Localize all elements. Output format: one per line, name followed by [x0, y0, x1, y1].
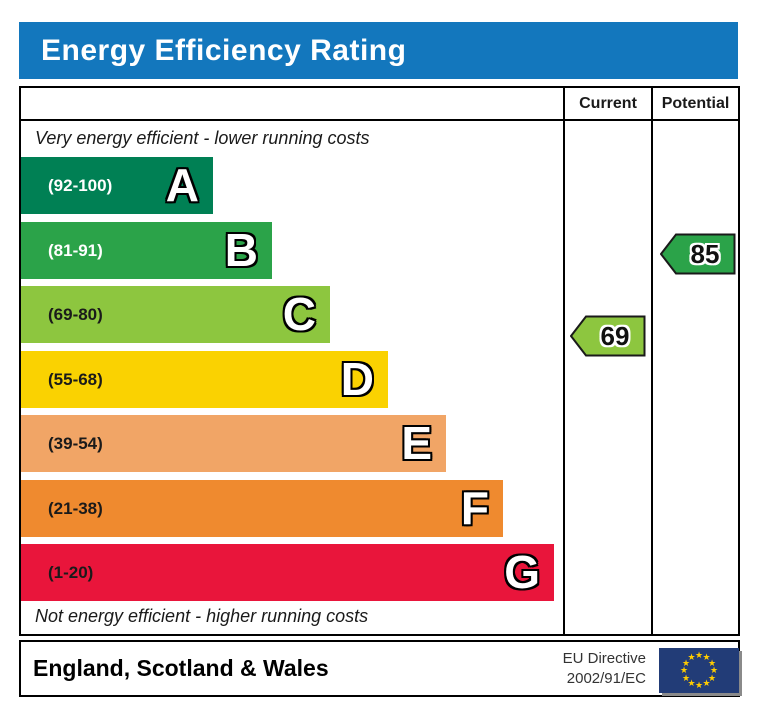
- band-row-f: (21-38) F: [21, 480, 503, 537]
- potential-rating-arrow: 85: [660, 233, 736, 275]
- eu-star-icon: ★: [702, 652, 711, 662]
- eu-star-icon: ★: [694, 650, 704, 660]
- eu-directive-line1: EU Directive: [562, 650, 646, 667]
- header-divider: [21, 119, 738, 121]
- eu-flag: ★ ★ ★ ★ ★ ★ ★ ★ ★ ★ ★ ★: [659, 648, 739, 693]
- eu-star-icon: ★: [709, 665, 719, 675]
- band-range-label: (69-80): [48, 304, 103, 324]
- band-letter: B: [224, 224, 258, 276]
- current-column-header: Current: [579, 94, 637, 112]
- rating-chart: Current Potential Very energy efficient …: [19, 86, 740, 636]
- band-range-label: (92-100): [48, 175, 113, 195]
- caption-very-efficient: Very energy efficient - lower running co…: [35, 128, 370, 148]
- band-row-c: (69-80) C: [21, 286, 330, 343]
- page-title: Energy Efficiency Rating: [41, 33, 407, 67]
- caption-not-efficient: Not energy efficient - higher running co…: [35, 606, 369, 626]
- band-row-a: (92-100) A: [21, 157, 213, 214]
- potential-column-header: Potential: [661, 94, 730, 112]
- band-row-e: (39-54) E: [21, 415, 446, 472]
- current-arrow-shape: [570, 315, 646, 357]
- band-letter: D: [340, 353, 374, 405]
- potential-arrow-shape: [660, 233, 736, 275]
- footer: England, Scotland & Wales EU Directive 2…: [19, 640, 740, 697]
- eu-star-icon: ★: [679, 665, 689, 675]
- title-bar: Energy Efficiency Rating: [19, 22, 738, 79]
- band-row-b: (81-91) B: [21, 222, 272, 279]
- band-range-label: (1-20): [48, 562, 94, 582]
- current-rating-value: 69: [600, 321, 630, 351]
- eu-star-icon: ★: [681, 657, 691, 668]
- region-label: England, Scotland & Wales: [33, 655, 329, 681]
- band-letter: C: [282, 288, 316, 340]
- band-letter: G: [504, 546, 540, 598]
- band-range-label: (55-68): [48, 369, 103, 389]
- current-rating-arrow: 69: [570, 315, 646, 357]
- eu-directive-line2: 2002/91/EC: [566, 670, 646, 688]
- eu-star-icon: ★: [687, 677, 696, 688]
- band-range-label: (39-54): [48, 433, 103, 453]
- eu-star-icon: ★: [681, 672, 691, 683]
- eu-star-icon: ★: [702, 677, 711, 688]
- eu-star-icon: ★: [694, 680, 704, 690]
- band-row-g: (1-20) G: [21, 544, 554, 601]
- band-letter: A: [165, 159, 199, 211]
- band-letter: E: [401, 417, 432, 469]
- eu-star-icon: ★: [707, 657, 717, 668]
- eu-directive-label: EU Directive 2002/91/EC: [563, 649, 646, 690]
- eu-star-icon: ★: [707, 672, 717, 683]
- band-range-label: (21-38): [48, 498, 103, 518]
- band-range-label: (81-91): [48, 240, 103, 260]
- potential-rating-value: 85: [690, 239, 720, 269]
- band-letter: F: [460, 482, 489, 534]
- band-row-d: (55-68) D: [21, 351, 388, 408]
- current-column-divider: [563, 88, 565, 634]
- potential-column-divider: [651, 88, 653, 634]
- eu-star-icon: ★: [687, 652, 696, 662]
